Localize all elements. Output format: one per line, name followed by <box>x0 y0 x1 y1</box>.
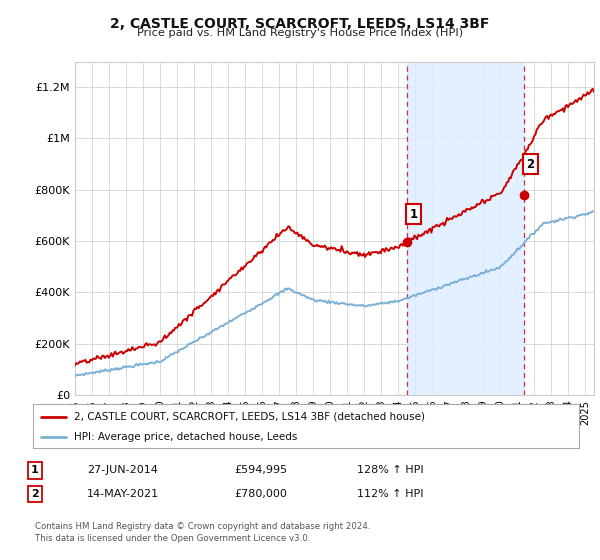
Text: £780,000: £780,000 <box>234 489 287 499</box>
Text: 2: 2 <box>31 489 38 499</box>
Text: 128% ↑ HPI: 128% ↑ HPI <box>357 465 424 475</box>
Text: 2, CASTLE COURT, SCARCROFT, LEEDS, LS14 3BF (detached house): 2, CASTLE COURT, SCARCROFT, LEEDS, LS14 … <box>74 412 425 422</box>
Text: 1: 1 <box>409 208 418 221</box>
Text: HPI: Average price, detached house, Leeds: HPI: Average price, detached house, Leed… <box>74 432 298 442</box>
Text: Contains HM Land Registry data © Crown copyright and database right 2024.
This d: Contains HM Land Registry data © Crown c… <box>35 522 370 543</box>
Text: 1: 1 <box>31 465 38 475</box>
Text: 2: 2 <box>526 157 535 171</box>
Text: Price paid vs. HM Land Registry's House Price Index (HPI): Price paid vs. HM Land Registry's House … <box>137 28 463 38</box>
Text: 2, CASTLE COURT, SCARCROFT, LEEDS, LS14 3BF: 2, CASTLE COURT, SCARCROFT, LEEDS, LS14 … <box>110 17 490 31</box>
Text: 27-JUN-2014: 27-JUN-2014 <box>87 465 158 475</box>
Text: £594,995: £594,995 <box>234 465 287 475</box>
Text: 14-MAY-2021: 14-MAY-2021 <box>87 489 159 499</box>
Text: 112% ↑ HPI: 112% ↑ HPI <box>357 489 424 499</box>
Bar <box>407 62 524 395</box>
